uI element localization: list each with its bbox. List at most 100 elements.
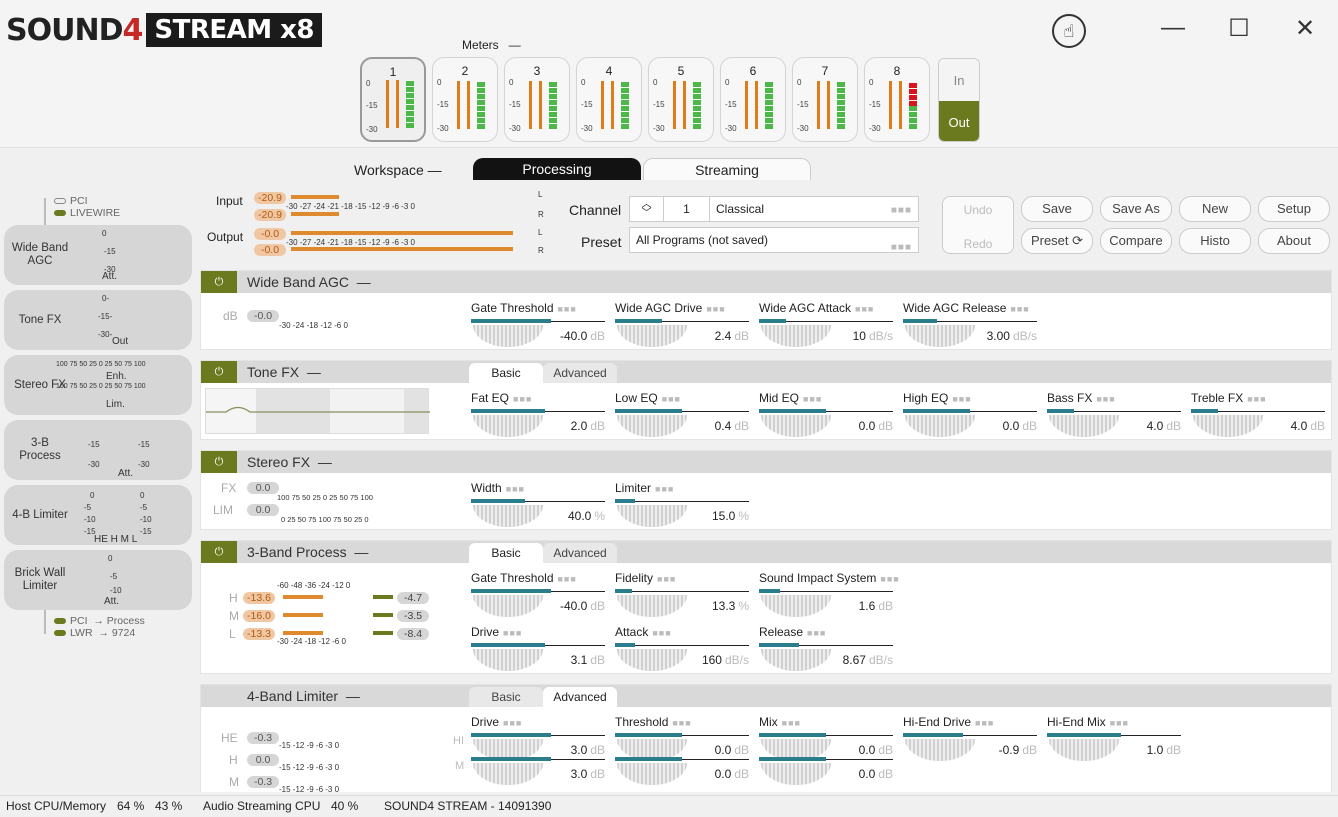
knob-menu-icon[interactable]: ■■■ <box>557 304 577 314</box>
touch-disabled-icon[interactable]: ☝ <box>1052 14 1086 48</box>
channel-meter-8[interactable]: 8 0 -15 -30 <box>864 57 930 142</box>
knob-dial[interactable] <box>473 763 543 785</box>
channel-meter-4[interactable]: 4 0 -15 -30 <box>576 57 642 142</box>
knob-menu-icon[interactable]: ■■■ <box>513 394 533 404</box>
livewire-input-toggle[interactable] <box>54 210 66 216</box>
block-3b-process[interactable]: 3-B Process -15 -30 -15 -30 Att. <box>4 420 192 480</box>
workspace-toggle[interactable]: Workspace — <box>354 162 442 178</box>
setup-button[interactable]: Setup <box>1258 196 1330 222</box>
knob-3band-4[interactable]: Attack ■■■ 160 dB/s <box>615 625 751 679</box>
knob-menu-icon[interactable]: ■■■ <box>803 394 823 404</box>
tab-advanced[interactable]: Advanced <box>543 687 617 707</box>
knob-3band-2[interactable]: Sound Impact System ■■■ 1.6 dB <box>759 571 899 625</box>
knob-menu-icon[interactable]: ■■■ <box>505 484 525 494</box>
knob-dial[interactable] <box>617 649 687 671</box>
knob-4band-r1-0[interactable]: Drive ■■■ 3.0 dB <box>471 715 607 769</box>
knob-4band-r1-2[interactable]: Mix ■■■ 0.0 dB <box>759 715 895 769</box>
channel-meter-2[interactable]: 2 0 -15 -30 <box>432 57 498 142</box>
knob-dial[interactable] <box>1049 415 1119 437</box>
knob-dial[interactable] <box>905 415 975 437</box>
block-brick-wall-limiter[interactable]: Brick Wall Limiter 0 -5 -10 Att. <box>4 550 192 610</box>
knob-dial[interactable] <box>761 325 831 347</box>
knob-menu-icon[interactable]: ■■■ <box>855 304 875 314</box>
knob-dial[interactable] <box>761 595 831 617</box>
tab-basic[interactable]: Basic <box>469 687 543 707</box>
knob-dial[interactable] <box>473 505 543 527</box>
section-title[interactable]: Tone FX — <box>247 364 321 380</box>
knob-agc-3[interactable]: Wide AGC Release ■■■ 3.00 dB/s <box>903 301 1039 355</box>
knob-dial[interactable] <box>905 325 975 347</box>
knob-menu-icon[interactable]: ■■■ <box>952 394 972 404</box>
knob-3band-0[interactable]: Gate Threshold ■■■ -40.0 dB <box>471 571 607 625</box>
knob-tone-4[interactable]: Bass FX ■■■ 4.0 dB <box>1047 391 1183 445</box>
block-stereo-fx[interactable]: Stereo FX 100 75 50 25 0 25 50 75 100 En… <box>4 355 192 415</box>
histo-button[interactable]: Histo <box>1179 228 1251 254</box>
power-icon[interactable]: ⏻ <box>201 541 237 563</box>
pci-input-toggle[interactable] <box>54 198 66 204</box>
channel-meter-6[interactable]: 6 0 -15 -30 <box>720 57 786 142</box>
more-icon[interactable]: ■■■ <box>890 205 912 216</box>
preset-button[interactable]: Preset ⟳ <box>1021 228 1093 254</box>
knob-dial[interactable] <box>617 739 687 761</box>
knob-agc-2[interactable]: Wide AGC Attack ■■■ 10 dB/s <box>759 301 895 355</box>
channel-name[interactable]: Classical <box>716 202 765 216</box>
knob-dial[interactable] <box>1049 739 1119 761</box>
block-wide-band-agc[interactable]: Wide Band AGC 0 -15 -30 Att. <box>4 225 192 285</box>
knob-menu-icon[interactable]: ■■■ <box>652 628 672 638</box>
channel-meter-3[interactable]: 3 0 -15 -30 <box>504 57 570 142</box>
knob-4band-r1-4[interactable]: Hi-End Mix ■■■ 1.0 dB <box>1047 715 1183 769</box>
tab-streaming[interactable]: Streaming <box>643 158 811 180</box>
knob-dial[interactable] <box>761 415 831 437</box>
knob-dial[interactable] <box>473 325 543 347</box>
knob-stereo-0[interactable]: Width ■■■ 40.0% <box>471 481 607 535</box>
knob-3band-5[interactable]: Release ■■■ 8.67 dB/s <box>759 625 895 679</box>
knob-4band-r2-0[interactable]: 3.0 dB <box>471 739 607 792</box>
power-icon[interactable]: ⏻ <box>201 451 237 473</box>
knob-tone-3[interactable]: High EQ ■■■ 0.0 dB <box>903 391 1039 445</box>
section-title[interactable]: Wide Band AGC — <box>247 274 371 290</box>
knob-menu-icon[interactable]: ■■■ <box>1247 394 1267 404</box>
knob-tone-1[interactable]: Low EQ ■■■ 0.4 dB <box>615 391 751 445</box>
knob-dial[interactable] <box>473 739 543 761</box>
knob-menu-icon[interactable]: ■■■ <box>807 628 827 638</box>
knob-menu-icon[interactable]: ■■■ <box>706 304 726 314</box>
tab-processing[interactable]: Processing <box>473 158 641 180</box>
tab-advanced[interactable]: Advanced <box>543 363 617 383</box>
knob-menu-icon[interactable]: ■■■ <box>503 628 523 638</box>
redo-button[interactable]: Redo <box>963 237 993 251</box>
lwr-output-toggle[interactable] <box>54 630 66 636</box>
knob-agc-0[interactable]: Gate Threshold ■■■ -40.0 dB <box>471 301 607 355</box>
knob-stereo-1[interactable]: Limiter ■■■ 15.0% <box>615 481 751 535</box>
knob-3band-3[interactable]: Drive ■■■ 3.1 dB <box>471 625 607 679</box>
maximize-button[interactable]: ☐ <box>1228 14 1250 42</box>
about-button[interactable]: About <box>1258 228 1330 254</box>
knob-4band-r2-2[interactable]: 0.0 dB <box>759 739 895 792</box>
channel-meter-7[interactable]: 7 0 -15 -30 <box>792 57 858 142</box>
section-title[interactable]: Stereo FX — <box>247 454 332 470</box>
knob-dial[interactable] <box>905 739 975 761</box>
knob-dial[interactable] <box>473 595 543 617</box>
knob-menu-icon[interactable]: ■■■ <box>557 574 577 584</box>
knob-4band-r2-1[interactable]: 0.0 dB <box>615 739 751 792</box>
tab-basic[interactable]: Basic <box>469 363 543 383</box>
knob-dial[interactable] <box>473 415 543 437</box>
knob-dial[interactable] <box>617 415 687 437</box>
knob-menu-icon[interactable]: ■■■ <box>781 718 801 728</box>
compare-button[interactable]: Compare <box>1100 228 1172 254</box>
channel-spinner[interactable]: ︿ ﹀ <box>630 197 664 221</box>
knob-menu-icon[interactable]: ■■■ <box>657 574 677 584</box>
block-4b-limiter[interactable]: 4-B Limiter 0 -5 -10 -15 0 -5 -10 -15 HE… <box>4 485 192 545</box>
out-button[interactable]: Out <box>939 101 979 141</box>
knob-menu-icon[interactable]: ■■■ <box>655 484 675 494</box>
save-as-button[interactable]: Save As <box>1100 196 1172 222</box>
minimize-button[interactable]: — <box>1161 14 1185 41</box>
knob-agc-1[interactable]: Wide AGC Drive ■■■ 2.4 dB <box>615 301 751 355</box>
knob-menu-icon[interactable]: ■■■ <box>1109 718 1129 728</box>
pci-output-toggle[interactable] <box>54 618 66 624</box>
knob-menu-icon[interactable]: ■■■ <box>503 718 523 728</box>
knob-dial[interactable] <box>473 649 543 671</box>
chevron-down-icon[interactable]: ﹀ <box>641 208 652 219</box>
block-tone-fx[interactable]: Tone FX 0- -15- -30- Out <box>4 290 192 350</box>
undo-redo[interactable]: Undo Redo <box>942 196 1014 254</box>
save-button[interactable]: Save <box>1021 196 1093 222</box>
